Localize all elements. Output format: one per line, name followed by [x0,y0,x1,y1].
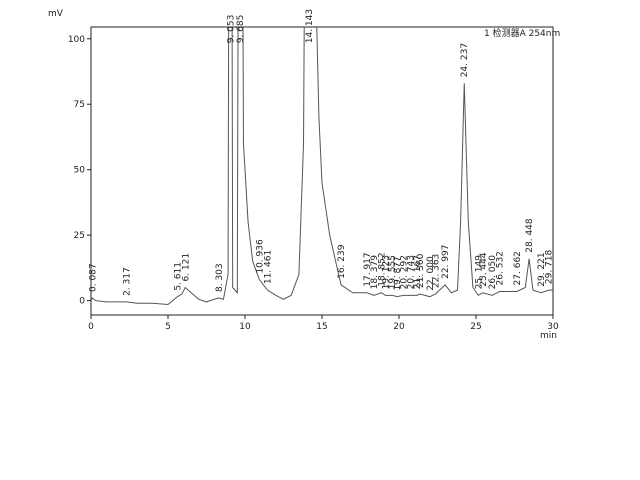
peak-label: 19. 555 [388,255,398,289]
x-tick-label: 0 [88,322,94,332]
peak-label: 26. 050 [488,255,498,290]
peak-label: 16. 239 [337,244,347,279]
peak-label: 10. 936 [255,239,265,274]
y-unit: mV [48,9,64,19]
x-tick-label: 5 [165,322,171,332]
x-tick-label: 25 [470,322,481,332]
peak-label: 14. 143 [305,9,315,43]
plot-area [91,27,553,306]
peak-label: 26. 532 [496,251,506,285]
peak-label: 19. 123 [381,255,391,289]
peak-label: 11. 461 [263,250,273,284]
peak-label: 0. 087 [88,263,98,292]
peak-label: 18. 852 [377,252,387,286]
peak-label: 2. 317 [123,267,133,296]
x-tick-label: 20 [393,322,405,332]
legend: 1 检测器A 254nm [484,27,560,39]
y-tick-label: 50 [74,166,86,176]
peak-label: 22. 363 [431,254,441,288]
peak-label: 24. 237 [460,43,470,77]
peak-label: 9. 053 [226,15,236,44]
peak-label: 29. 221 [537,252,547,286]
peak-label: 21. 360 [416,253,426,288]
peak-label: 5. 611 [173,262,183,291]
x-tick-label: 15 [316,322,327,332]
peak-label: 25. 149 [474,255,484,290]
peak-label: 20. 292 [399,255,409,289]
y-tick-label: 25 [74,231,85,241]
peak-label: 28. 448 [525,218,535,253]
peak-label: 9. 685 [236,15,246,44]
y-tick-label: 75 [74,100,85,110]
x-unit: min [540,331,557,341]
y-tick-label: 0 [79,297,85,307]
peak-label: 22. 997 [441,245,451,279]
x-tick-label: 30 [547,322,559,332]
x-tick-label: 10 [239,322,251,332]
peak-label: 27. 662 [513,251,523,285]
peak-label: 22. 000 [426,256,436,291]
peak-label: 6. 121 [181,253,191,282]
peak-label: 20. 743 [406,255,416,289]
peak-label: 25. 444 [479,252,489,287]
peak-label: 19. 877 [393,256,403,290]
peak-label: 18. 379 [370,255,380,290]
peak-label: 17. 917 [363,252,373,286]
peak-label: 29. 718 [545,250,555,285]
trace [91,27,553,306]
y-tick-label: 100 [68,35,85,45]
peak-label: 21. 167 [413,255,423,289]
peak-label: 8. 303 [215,263,225,292]
